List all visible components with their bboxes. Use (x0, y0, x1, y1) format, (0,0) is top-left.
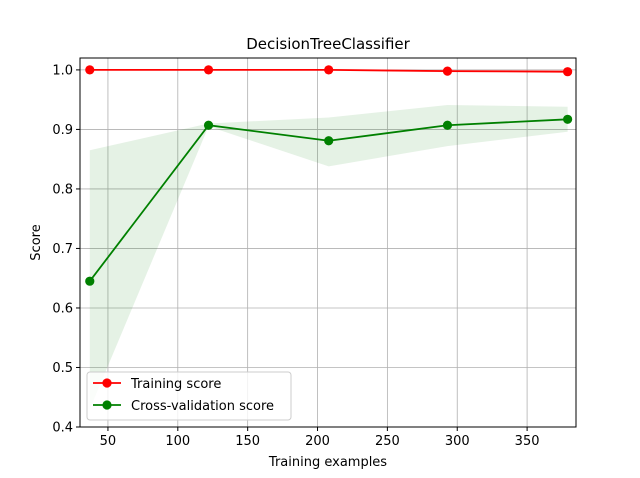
x-tick-label: 300 (445, 434, 470, 449)
legend-label-cross-validation: Cross-validation score (131, 399, 274, 414)
x-axis-ticks: 50 100 150 200 250 300 350 (100, 427, 540, 449)
legend-label-training: Training score (130, 377, 221, 392)
y-tick-label: 0.4 (52, 421, 73, 436)
point-cross-validation (563, 114, 573, 124)
legend: Training score Cross-validation score (86, 371, 292, 421)
x-tick-label: 100 (165, 434, 190, 449)
x-tick-label: 150 (235, 434, 260, 449)
y-tick-label: 0.6 (52, 301, 73, 316)
y-tick-label: 0.8 (52, 182, 73, 197)
x-tick-label: 350 (515, 434, 540, 449)
point-training (324, 65, 334, 75)
x-tick-label: 250 (375, 434, 400, 449)
y-tick-label: 1.0 (52, 63, 73, 78)
y-axis-ticks: 0.4 0.5 0.6 0.7 0.8 0.9 1.0 (52, 63, 80, 436)
plot-frame (79, 57, 577, 428)
y-axis-label: Score (29, 224, 44, 260)
legend-box (86, 371, 292, 421)
chart-title: DecisionTreeClassifier (246, 35, 410, 53)
point-training (563, 67, 573, 77)
point-training (203, 65, 214, 75)
y-tick-label: 0.9 (52, 123, 73, 138)
point-training (442, 66, 453, 76)
legend-marker-cross-validation (102, 400, 112, 410)
series-markers (85, 65, 573, 286)
point-cross-validation (324, 136, 334, 146)
point-training (85, 65, 95, 75)
legend-marker-training (102, 378, 112, 388)
point-cross-validation (203, 120, 214, 130)
y-tick-label: 0.5 (52, 361, 73, 376)
band-cross-validation (89, 105, 568, 410)
x-axis-label: Training examples (268, 455, 387, 470)
x-tick-label: 50 (100, 434, 117, 449)
point-cross-validation (442, 120, 453, 130)
x-tick-label: 200 (305, 434, 330, 449)
y-tick-label: 0.7 (52, 242, 73, 257)
point-cross-validation (85, 276, 95, 286)
